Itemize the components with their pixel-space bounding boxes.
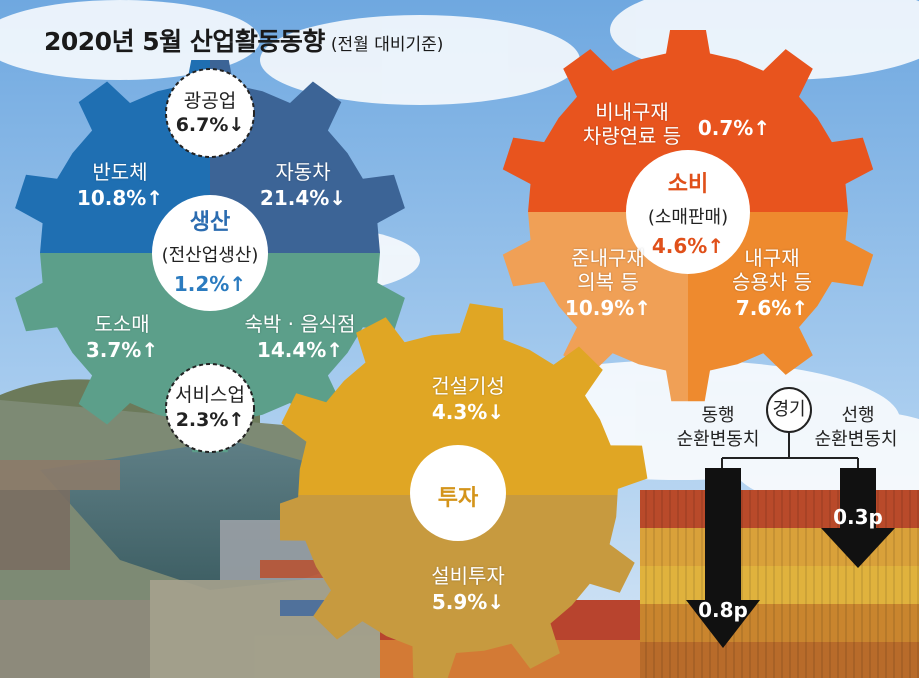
semiconductor-value: 10.8%↑ [76, 186, 164, 210]
consumption-hub [626, 150, 750, 274]
investment-hub [410, 445, 506, 541]
semidurable-line1: 준내구재 [571, 246, 645, 270]
production-hub-title: 생산 [189, 210, 231, 235]
service-bubble [165, 363, 255, 453]
service-label: 서비스업 [175, 384, 245, 406]
lodging-label: 숙박 · 음식점 [244, 312, 356, 336]
consumption-hub-value: 4.6%↑ [651, 234, 725, 258]
durable-value: 7.6%↑ [735, 296, 809, 320]
nondurable-line2: 차량연료 등 [582, 124, 682, 148]
coincident-line1: 동행 [701, 405, 735, 426]
production-hub-sub: (전산업생산) [161, 245, 259, 266]
semiconductor-label: 반도체 [92, 160, 148, 184]
durable-line2: 승용차 등 [732, 270, 812, 294]
nondurable-value: 0.7%↑ [697, 116, 771, 140]
automobile-value: 21.4%↓ [259, 186, 347, 210]
production-hub-value: 1.2%↑ [173, 272, 247, 296]
semidurable-value: 10.9%↑ [564, 296, 652, 320]
leading-line1: 선행 [841, 405, 875, 426]
production-hub [152, 195, 268, 311]
equipment-label: 설비투자 [431, 564, 505, 588]
construction-value: 4.3%↓ [431, 400, 505, 424]
wholesale-value: 3.7%↑ [85, 338, 159, 362]
nondurable-line1: 비내구재 [595, 100, 669, 124]
construction-label: 건설기성 [431, 374, 505, 398]
wholesale-label: 도소매 [94, 312, 150, 336]
coincident-line2: 순환변동치 [676, 429, 760, 450]
durable-line1: 내구재 [744, 246, 800, 270]
service-value: 2.3%↑ [175, 409, 245, 431]
economy-center-label: 경기 [772, 399, 806, 420]
leading-value: 0.3p [833, 505, 883, 529]
mining-value: 6.7%↓ [175, 114, 245, 136]
coincident-value: 0.8p [698, 598, 748, 622]
mining-label: 광공업 [183, 90, 237, 112]
title-subtitle: (전월 대비기준) [330, 35, 444, 55]
mining-bubble [165, 68, 255, 158]
economy-diagram [686, 387, 895, 648]
investment-hub-title: 투자 [437, 486, 479, 511]
lodging-value: 14.4%↑ [256, 338, 344, 362]
automobile-label: 자동차 [275, 160, 331, 184]
leading-down-arrow [821, 468, 895, 568]
semidurable-line2: 의복 등 [577, 270, 639, 294]
coincident-down-arrow [686, 468, 760, 648]
title-main: 2020년 5월 산업활동동향 [44, 27, 325, 56]
consumption-hub-title: 소비 [667, 172, 709, 197]
equipment-value: 5.9%↓ [431, 590, 505, 614]
chart-title: 2020년 5월 산업활동동향 (전월 대비기준) [44, 22, 443, 58]
leading-line2: 순환변동치 [814, 429, 898, 450]
consumption-hub-sub: (소매판매) [647, 207, 729, 228]
